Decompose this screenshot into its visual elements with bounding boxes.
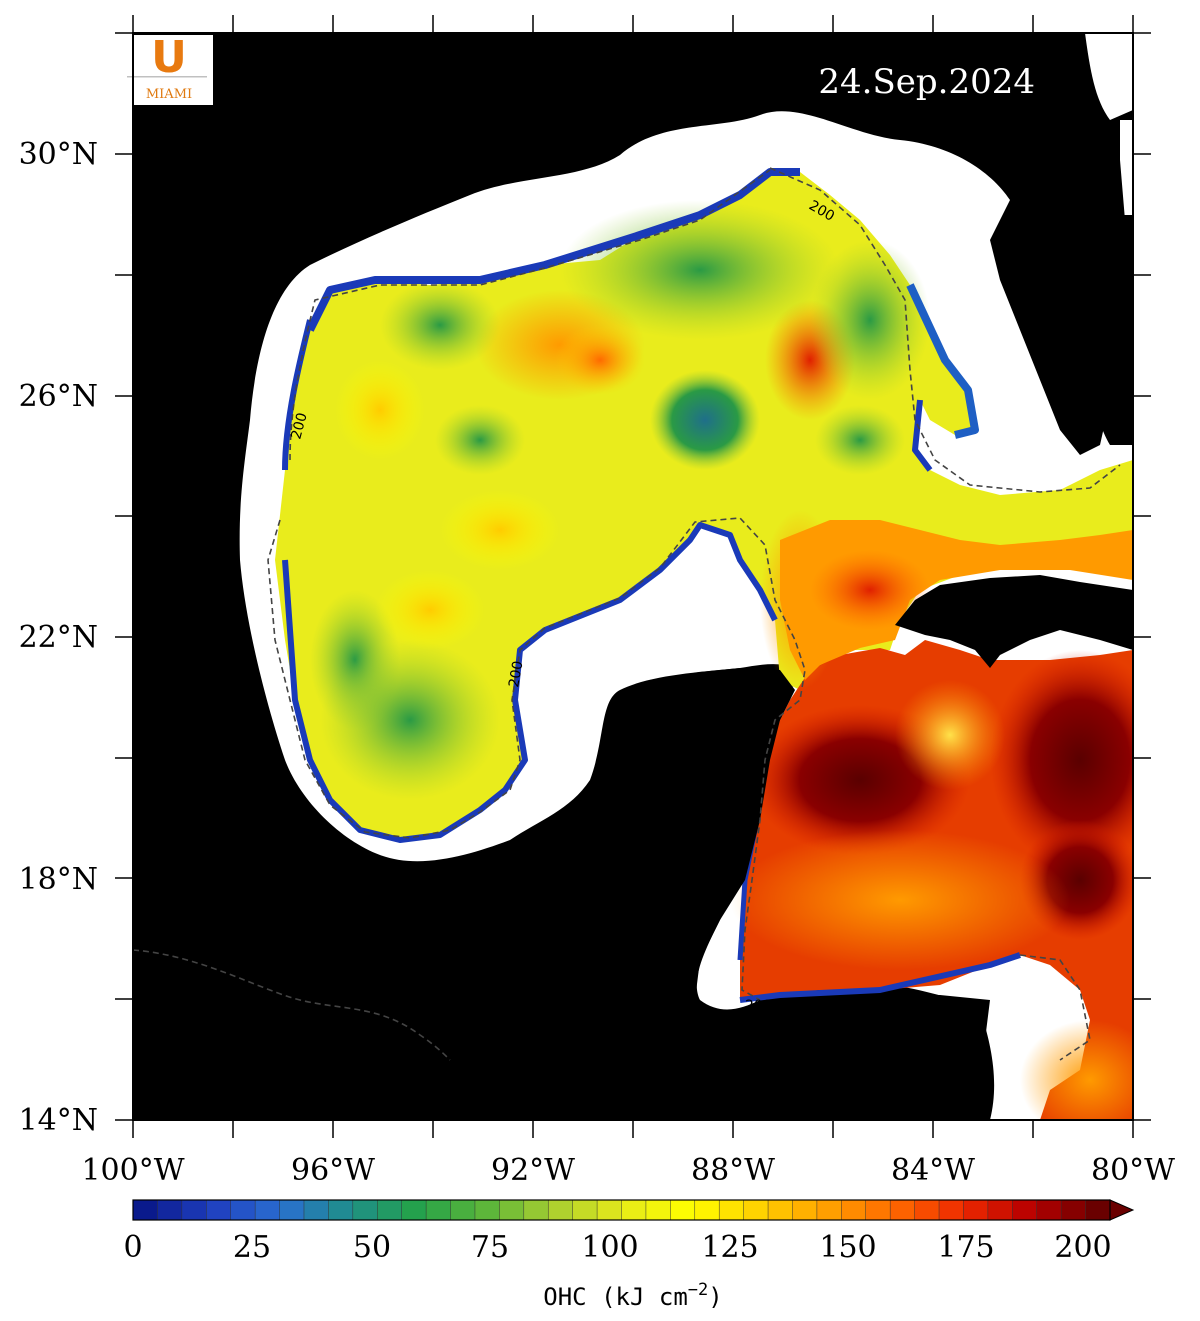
colorbar-segment (206, 1199, 232, 1221)
colorbar-tick-label: 125 (701, 1230, 758, 1265)
colorbar-segment (987, 1199, 1014, 1221)
colorbar-title-close: ) (708, 1283, 722, 1311)
florida-land (990, 125, 1125, 455)
colorbar-border (132, 1199, 1111, 1221)
lon-label: 84°W (891, 1153, 975, 1188)
colorbar (132, 1199, 1135, 1221)
colorbar-segment (450, 1199, 476, 1221)
colorbar-tick-label: 75 (471, 1230, 509, 1265)
colorbar-segment (767, 1199, 794, 1221)
colorbar-segment (230, 1199, 256, 1221)
colorbar-segment (132, 1199, 159, 1221)
contour-label-caribbean: 200 (745, 998, 772, 1014)
contour-label-west: 200 (288, 411, 310, 441)
colorbar-title: OHC (kJ cm−2) (543, 1280, 722, 1311)
colorbar-segment (1036, 1199, 1062, 1221)
colorbar-segment (254, 1199, 281, 1221)
colorbar-segment (621, 1199, 647, 1221)
colorbar-segment (596, 1199, 623, 1221)
miami-logo: U MIAMI (125, 32, 213, 105)
colorbar-overflow-arrow (1109, 1199, 1135, 1221)
latitude-labels: 30°N 26°N 22°N 18°N 14°N (19, 137, 98, 1138)
colorbar-segment (816, 1199, 843, 1221)
isobath-200-contours (133, 167, 1121, 1061)
colorbar-segment (792, 1199, 818, 1221)
colorbar-segment (1012, 1199, 1038, 1221)
colorbar-segment (841, 1199, 867, 1221)
mexico-land (133, 950, 490, 1120)
lon-label: 96°W (291, 1153, 375, 1188)
ohc-field-features (310, 200, 1133, 1120)
colorbar-segment (425, 1199, 452, 1221)
map-area: 200 200 200 200 24.Sep.2024 (133, 33, 1133, 1120)
longitude-labels: 100°W 96°W 92°W 88°W 84°W 80°W (81, 1153, 1175, 1188)
colorbar-segment (401, 1199, 427, 1221)
colorbar-segment (352, 1199, 379, 1221)
lon-label: 100°W (81, 1153, 184, 1188)
colorbar-segment (865, 1199, 891, 1221)
colorbar-segment (279, 1199, 305, 1221)
colorbar-title-exponent: −2 (688, 1280, 708, 1300)
colorbar-segment (914, 1199, 940, 1221)
colorbar-segment (1085, 1199, 1111, 1221)
lon-label: 88°W (691, 1153, 775, 1188)
colorbar-segment (377, 1199, 403, 1221)
colorbar-segment (963, 1199, 989, 1221)
lat-label: 18°N (19, 862, 98, 897)
lat-label: 26°N (19, 379, 98, 414)
shelf-edge-rim (282, 168, 1021, 1003)
contour-label-south: 200 (506, 660, 526, 689)
colorbar-tick-label: 150 (819, 1230, 876, 1265)
colorbar-segment (499, 1199, 525, 1221)
lat-label: 22°N (19, 620, 98, 655)
colorbar-segment (938, 1199, 965, 1221)
colorbar-segment (645, 1199, 672, 1221)
colorbar-segment (547, 1199, 574, 1221)
colorbar-tick-label: 25 (233, 1230, 271, 1265)
logo-text: MIAMI (146, 87, 192, 102)
colorbar-segment (1060, 1199, 1087, 1221)
lon-label: 80°W (1091, 1153, 1175, 1188)
colorbar-segment (157, 1199, 183, 1221)
colorbar-segment (328, 1199, 354, 1221)
colorbar-tick-label: 175 (937, 1230, 994, 1265)
colorbar-segment (889, 1199, 916, 1221)
colorbar-segment (303, 1199, 330, 1221)
colorbar-tick-labels: 0 25 50 75 100 125 150 175 200 (123, 1230, 1111, 1265)
yucatan-central-america-land (530, 668, 990, 1120)
map-date-label: 24.Sep.2024 (818, 62, 1035, 102)
axis-ticks (115, 15, 1151, 1138)
colorbar-tick-label: 100 (581, 1230, 638, 1265)
colorbar-segment (694, 1199, 720, 1221)
colorbar-segment (718, 1199, 745, 1221)
lon-label: 92°W (491, 1153, 575, 1188)
lat-label: 14°N (19, 1103, 98, 1138)
logo-mark: U (151, 32, 187, 83)
colorbar-tick-label: 200 (1054, 1230, 1111, 1265)
colorbar-segment (474, 1199, 501, 1221)
cuba-land (895, 575, 1133, 668)
colorbar-tick-label: 50 (353, 1230, 391, 1265)
lat-label: 30°N (19, 137, 98, 172)
colorbar-segment (572, 1199, 598, 1221)
colorbar-segment (523, 1199, 549, 1221)
colorbar-segment (670, 1199, 696, 1221)
colorbar-segment (743, 1199, 769, 1221)
colorbar-segment (181, 1199, 208, 1221)
colorbar-tick-label: 0 (123, 1230, 142, 1265)
colorbar-title-main: OHC (kJ cm (543, 1283, 688, 1311)
